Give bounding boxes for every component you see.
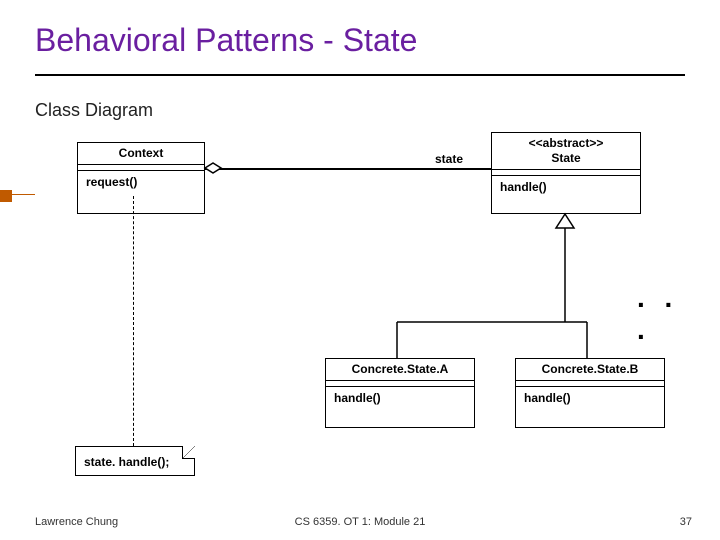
uml-class-state: <<abstract>> State handle()	[491, 132, 641, 214]
uml-class-context: Context request()	[77, 142, 205, 214]
uml-class-name: <<abstract>> State	[492, 133, 640, 170]
page-title: Behavioral Patterns - State	[35, 22, 417, 59]
uml-class-ops: handle()	[326, 387, 474, 413]
uml-class-name: Concrete.State.B	[516, 359, 664, 381]
title-underline	[35, 74, 685, 76]
uml-class-concrete-a: Concrete.State.A handle()	[325, 358, 475, 428]
uml-class-concrete-b: Concrete.State.B handle()	[515, 358, 665, 428]
uml-note: state. handle();	[75, 446, 195, 476]
note-connector	[133, 196, 134, 446]
uml-class-name: Concrete.State.A	[326, 359, 474, 381]
uml-class-ops: handle()	[492, 176, 640, 202]
footer-page-number: 37	[680, 516, 692, 528]
uml-class-ops: request()	[78, 171, 204, 197]
accent-square	[0, 190, 12, 202]
ellipsis-icon: . . .	[637, 282, 685, 346]
footer-module: CS 6359. OT 1: Module 21	[0, 516, 720, 528]
uml-class-name: Context	[78, 143, 204, 165]
uml-note-text: state. handle();	[84, 455, 169, 469]
uml-class-ops: handle()	[516, 387, 664, 413]
subheading: Class Diagram	[35, 100, 153, 121]
association-line	[205, 168, 491, 170]
class-diagram: Context request() <<abstract>> State han…	[35, 130, 685, 490]
association-label: state	[435, 152, 463, 166]
accent-line	[12, 194, 35, 195]
